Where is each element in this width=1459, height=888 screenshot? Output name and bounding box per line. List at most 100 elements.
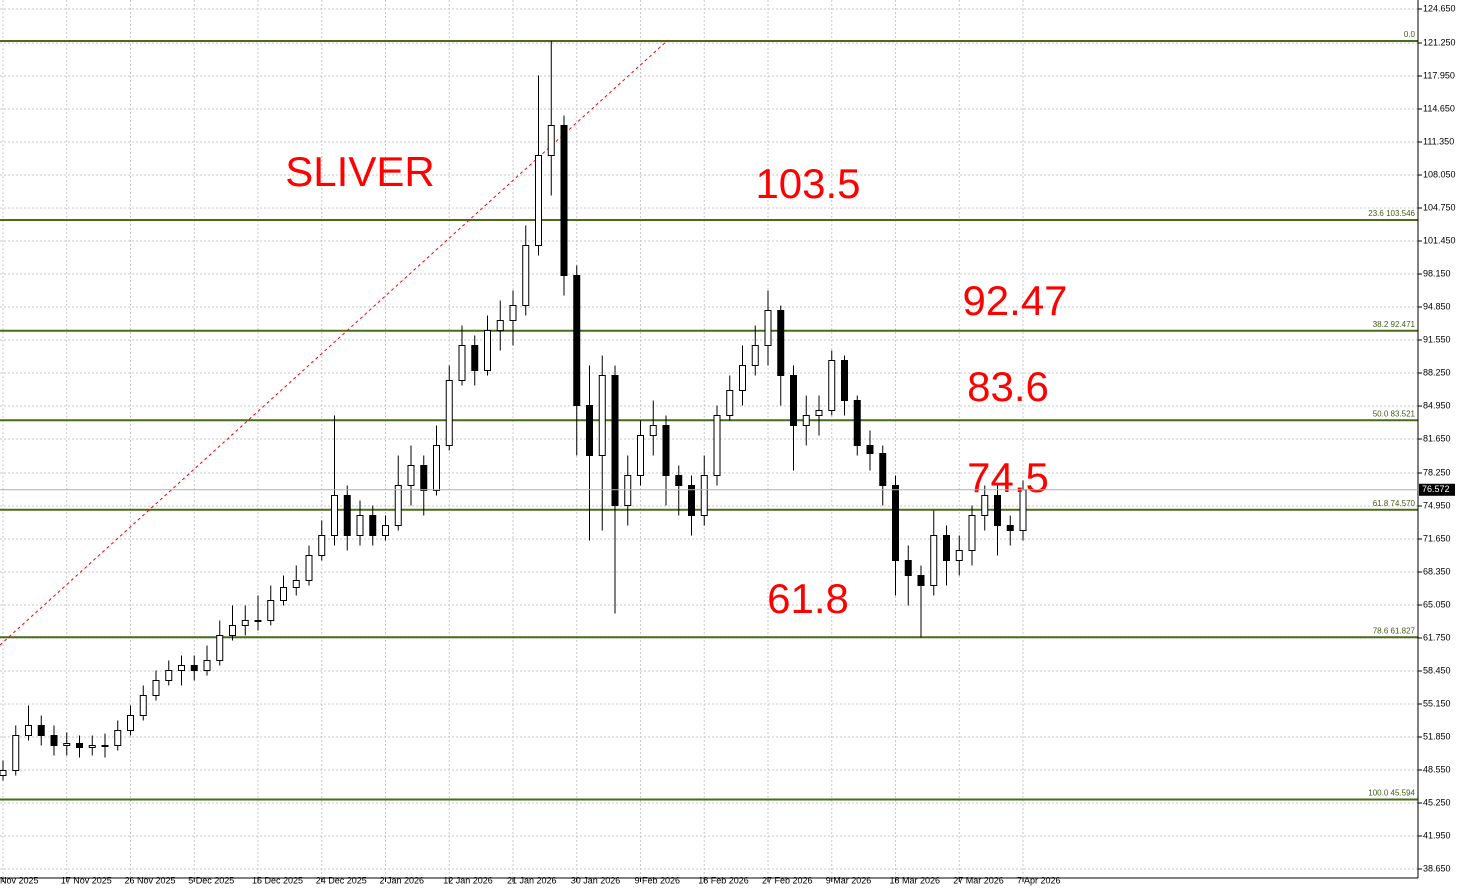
x-tick-label: Nov 2025	[0, 875, 39, 885]
candle-body	[190, 665, 198, 671]
candle-body	[547, 125, 555, 156]
y-tick-label: 41.950	[1423, 830, 1451, 840]
candle-body	[76, 743, 83, 748]
annotation: 74.5	[967, 454, 1049, 501]
candle-body	[12, 735, 20, 771]
candle-body	[165, 670, 173, 681]
candle-body	[25, 725, 32, 736]
candle-body	[305, 555, 313, 581]
y-tick-label: 48.550	[1423, 764, 1451, 774]
candle-body	[522, 245, 530, 306]
candle-body	[662, 425, 670, 476]
x-tick-label: 12 Jan 2026	[443, 875, 493, 885]
x-tick-label: 5 Dec 2025	[188, 875, 234, 885]
x-tick-label: 27 Mar 2026	[953, 875, 1004, 885]
candle-body	[866, 445, 874, 454]
annotations: SLIVER 103.5 92.47 83.6 74.5 61.8	[285, 148, 1067, 622]
candle-body	[420, 465, 428, 491]
x-tick-label: 30 Jan 2026	[571, 875, 621, 885]
candle-body	[624, 475, 632, 506]
candle-body	[764, 310, 772, 346]
candle-body	[37, 725, 45, 736]
candle-body	[484, 330, 491, 371]
x-tick-label: 21 Jan 2026	[507, 875, 557, 885]
candle-body	[815, 410, 823, 416]
candle-body	[713, 415, 721, 476]
candle-body	[445, 380, 453, 446]
candle-body	[471, 345, 479, 371]
last-price-box	[1419, 483, 1455, 496]
y-tick-label: 71.650	[1423, 533, 1451, 543]
fib-level-label: 0.0	[1404, 30, 1416, 39]
candle-body	[751, 345, 759, 366]
x-tick-label: 26 Nov 2025	[125, 875, 176, 885]
y-tick-label: 51.850	[1423, 731, 1451, 741]
y-tick-label: 65.050	[1423, 599, 1451, 609]
candle-body	[267, 600, 275, 621]
y-tick-label: 111.350	[1423, 136, 1454, 146]
candle-body	[726, 390, 734, 416]
y-tick-label: 117.950	[1423, 70, 1455, 80]
annotation: SLIVER	[285, 148, 434, 195]
y-tick-label: 124.650	[1423, 3, 1456, 13]
candle-body	[739, 365, 746, 391]
x-tick-label: 9 Feb 2026	[635, 875, 681, 885]
candle-body	[343, 495, 351, 536]
candle-body	[968, 515, 976, 551]
y-tick-label: 104.750	[1423, 202, 1456, 212]
candle-body	[292, 580, 300, 588]
candle-body	[611, 375, 619, 506]
candle-body	[458, 345, 466, 381]
x-tick-label: 18 Feb 2026	[698, 875, 749, 885]
candle-body	[127, 715, 134, 731]
x-tick-label: 27 Feb 2026	[762, 875, 813, 885]
candle-body	[407, 465, 415, 486]
y-tick-label: 81.650	[1423, 433, 1451, 443]
candle-body	[598, 375, 606, 456]
grid	[0, 0, 1418, 878]
candle-body	[509, 305, 517, 321]
x-tick-label: 24 Dec 2025	[316, 875, 367, 885]
candle-body	[63, 743, 71, 746]
candle-body	[904, 560, 912, 576]
candle-body	[535, 155, 542, 246]
candle-body	[943, 535, 950, 561]
candle-body	[790, 375, 797, 426]
candle-body	[254, 620, 262, 622]
candle-body	[649, 425, 657, 436]
candle-body	[114, 730, 122, 746]
candle-body	[139, 695, 147, 716]
candle-body	[700, 475, 708, 516]
fib-level-label: 38.2 92.471	[1373, 320, 1416, 329]
candle-body	[88, 745, 96, 748]
candle-body	[637, 435, 644, 476]
candle-body	[433, 445, 440, 491]
candle-body	[828, 360, 836, 411]
candle-body	[777, 310, 785, 376]
fib-level-label: 78.6 61.827	[1373, 626, 1416, 635]
fib-level-label: 50.0 83.521	[1373, 409, 1416, 418]
candle-body	[50, 735, 58, 746]
candle-body	[216, 635, 224, 661]
y-tick-label: 84.950	[1423, 400, 1451, 410]
y-tick-label: 61.750	[1423, 632, 1451, 642]
annotation: 61.8	[767, 575, 849, 622]
x-tick-label: 17 Nov 2025	[61, 875, 112, 885]
candle-body	[586, 405, 593, 456]
candle-body	[688, 485, 695, 516]
fib-level-label: 61.8 74.570	[1373, 499, 1416, 508]
annotation: 103.5	[755, 160, 860, 207]
y-tick-label: 68.350	[1423, 566, 1451, 576]
y-tick-label: 74.950	[1423, 500, 1451, 510]
x-tick-label: 2 Jan 2026	[380, 875, 425, 885]
candle-body	[356, 515, 364, 536]
y-tick-label: 114.650	[1423, 103, 1455, 113]
y-tick-label: 108.050	[1423, 169, 1456, 179]
candles	[0, 41, 1027, 781]
candle-body	[0, 770, 7, 776]
candle-body	[496, 320, 504, 331]
candle-body	[879, 453, 887, 486]
candle-body	[930, 535, 938, 586]
